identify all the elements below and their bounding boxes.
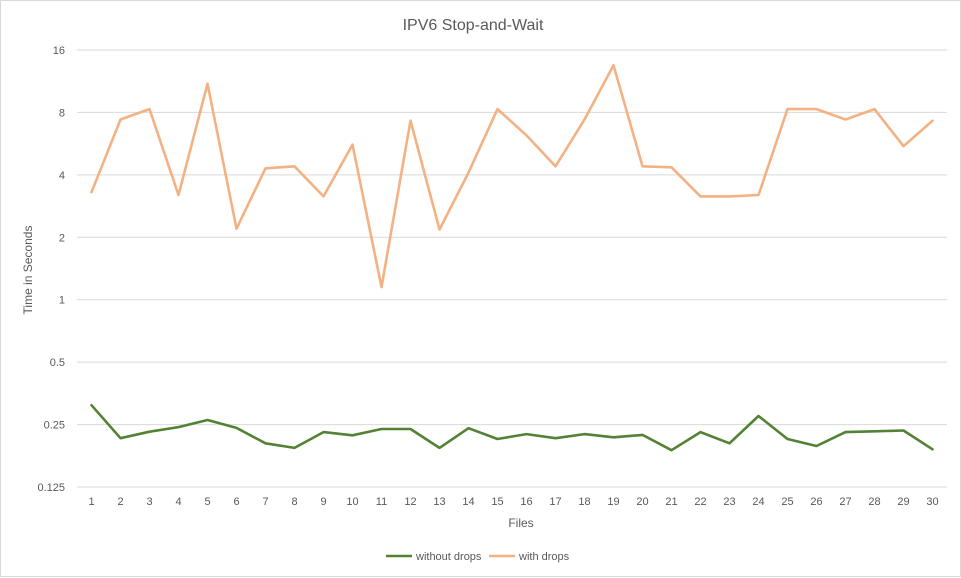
legend: without drops with drops bbox=[386, 551, 570, 563]
x-tick-label: 11 bbox=[376, 496, 387, 508]
x-tick-label: 22 bbox=[694, 496, 706, 508]
x-tick-label: 27 bbox=[839, 496, 851, 508]
x-axis-title: Files bbox=[508, 516, 533, 530]
x-tick-label: 6 bbox=[233, 496, 239, 508]
x-tick-label: 29 bbox=[897, 496, 909, 508]
x-tick-label: 14 bbox=[462, 496, 474, 508]
x-tick-label: 30 bbox=[926, 496, 938, 508]
x-tick-label: 4 bbox=[175, 496, 181, 508]
y-tick-label: 1 bbox=[59, 295, 65, 307]
x-tick-label: 12 bbox=[404, 496, 416, 508]
x-tick-label: 17 bbox=[549, 496, 561, 508]
x-tick-label: 26 bbox=[810, 496, 822, 508]
y-tick-label: 0.5 bbox=[50, 357, 65, 369]
y-axis-title: Time in Seconds bbox=[21, 226, 35, 315]
x-tick-label: 15 bbox=[491, 496, 503, 508]
y-axis-ticks: 0.125 0.25 0.5 1 2 4 8 16 bbox=[37, 45, 65, 494]
x-tick-label: 23 bbox=[723, 496, 735, 508]
x-tick-label: 21 bbox=[665, 496, 677, 508]
x-tick-label: 28 bbox=[868, 496, 880, 508]
y-tick-label: 0.125 bbox=[37, 482, 65, 494]
y-tick-label: 8 bbox=[59, 107, 65, 119]
x-tick-label: 10 bbox=[346, 496, 358, 508]
x-tick-label: 16 bbox=[520, 496, 532, 508]
x-tick-label: 3 bbox=[146, 496, 152, 508]
x-tick-label: 19 bbox=[607, 496, 619, 508]
x-axis-ticks: 1 2 3 4 5 6 7 8 9 10 11 12 13 14 15 16 17 18 19 20 21 22 23 24 2… bbox=[88, 496, 938, 508]
x-tick-label: 1 bbox=[88, 496, 94, 508]
x-tick-label: 20 bbox=[636, 496, 648, 508]
y-tick-label: 4 bbox=[59, 170, 65, 182]
x-tick-label: 8 bbox=[291, 496, 297, 508]
series-lines bbox=[90, 64, 934, 452]
y-tick-label: 0.25 bbox=[44, 420, 65, 432]
x-tick-label: 2 bbox=[117, 496, 123, 508]
y-tick-label: 16 bbox=[53, 45, 65, 57]
legend-label: with drops bbox=[518, 551, 570, 563]
x-tick-label: 25 bbox=[781, 496, 793, 508]
x-tick-label: 13 bbox=[433, 496, 445, 508]
x-tick-label: 24 bbox=[752, 496, 764, 508]
chart-title: IPV6 Stop-and-Wait bbox=[403, 17, 544, 34]
x-tick-label: 5 bbox=[204, 496, 210, 508]
x-tick-label: 18 bbox=[578, 496, 590, 508]
y-tick-label: 2 bbox=[59, 232, 65, 244]
x-tick-label: 7 bbox=[262, 496, 268, 508]
legend-label: without drops bbox=[415, 551, 482, 563]
series-line-with-drops bbox=[90, 64, 934, 289]
gridlines bbox=[77, 49, 947, 488]
series-line-without-drops bbox=[90, 403, 934, 452]
x-tick-label: 9 bbox=[320, 496, 326, 508]
